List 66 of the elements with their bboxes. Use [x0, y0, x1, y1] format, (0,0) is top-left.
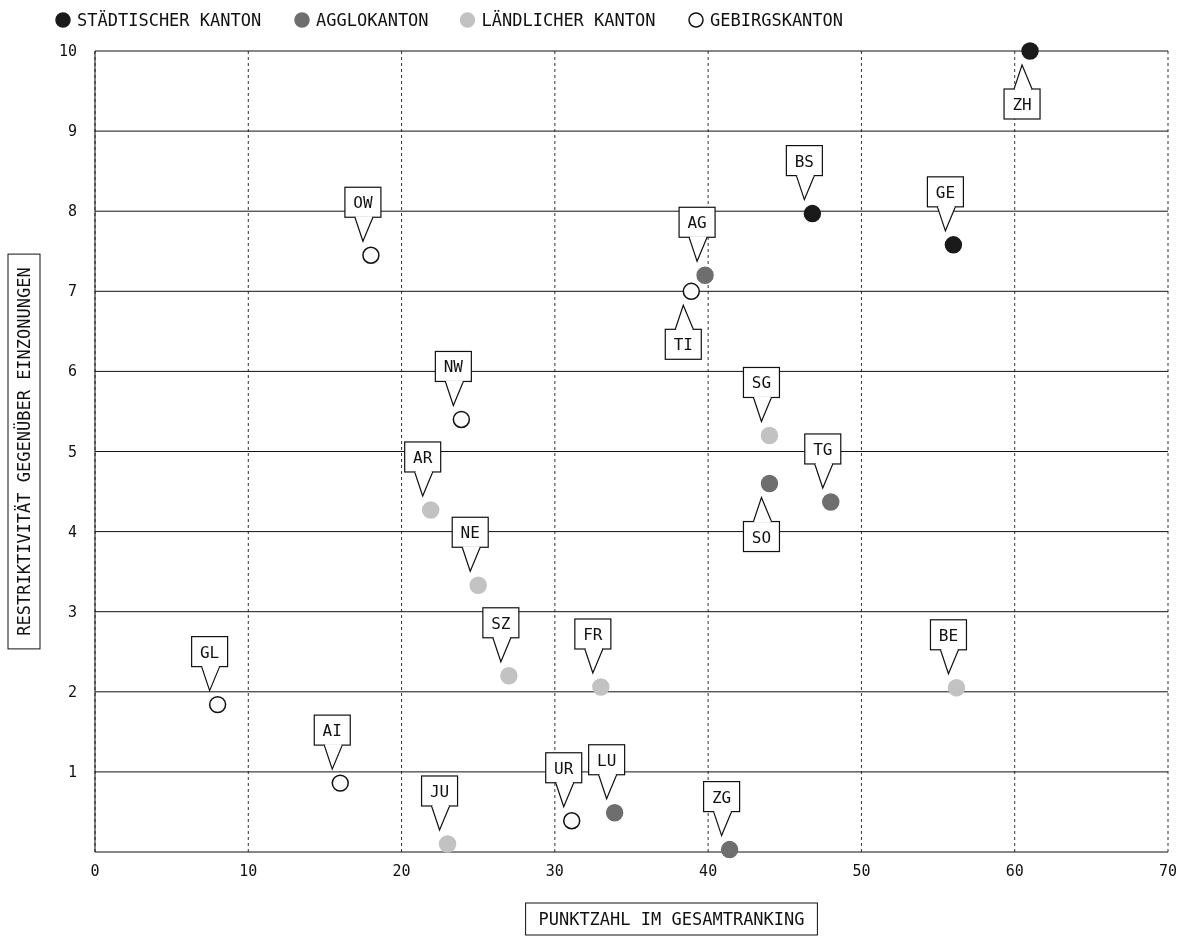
y-tick-label: 5 — [67, 442, 77, 461]
x-tick-label: 50 — [852, 862, 871, 880]
point — [562, 812, 581, 830]
annotation: AI — [322, 721, 342, 741]
point — [760, 474, 779, 493]
point — [822, 493, 840, 511]
point — [331, 774, 349, 792]
annotation: UR — [554, 758, 574, 778]
legend-label: LÄNDLICHER KANTON — [481, 10, 656, 30]
legend-label: AGGLOKANTON — [316, 10, 429, 30]
point — [592, 678, 610, 696]
x-tick-label: 60 — [1005, 862, 1024, 880]
point — [720, 840, 739, 859]
annotation: BE — [938, 625, 959, 645]
point — [803, 204, 822, 223]
y-tick-label: 10 — [58, 42, 77, 60]
annotation: GL — [200, 642, 220, 662]
point — [208, 695, 227, 714]
annotation: GE — [935, 182, 956, 202]
point — [947, 679, 966, 697]
y-tick-label: 3 — [67, 602, 77, 621]
annotation: OW — [353, 193, 373, 213]
point — [760, 426, 779, 445]
y-tick-label: 4 — [67, 522, 77, 541]
y-tick-label: 2 — [67, 682, 77, 701]
annotation: AG — [687, 213, 707, 233]
point — [1021, 42, 1039, 60]
point — [682, 282, 701, 301]
point — [500, 667, 518, 685]
point — [452, 410, 471, 429]
annotation: JU — [429, 781, 450, 801]
x-tick-label: 40 — [699, 862, 718, 880]
annotation: TG — [813, 439, 833, 459]
point — [944, 236, 963, 254]
point — [605, 804, 624, 822]
annotation: SZ — [491, 613, 511, 633]
annotation: TI — [673, 335, 693, 355]
annotation: SO — [751, 527, 772, 547]
point — [469, 576, 487, 594]
annotation: ZG — [711, 787, 732, 807]
legend-label: GEBIRGSKANTON — [710, 10, 844, 30]
annotation: NE — [460, 523, 480, 543]
annotation: ZH — [1012, 95, 1032, 114]
x-tick-label: 30 — [545, 862, 564, 880]
x-axis-title: PUNKTZAHL IM GESAMTRANKING — [538, 909, 805, 929]
annotation: AR — [413, 447, 433, 467]
annotation: LU — [597, 750, 617, 770]
point — [696, 266, 714, 284]
legend-label: STÄDTISCHER KANTON — [77, 10, 262, 30]
x-tick-label: 10 — [239, 862, 258, 880]
y-tick-label: 1 — [67, 762, 77, 781]
point — [362, 246, 380, 264]
x-tick-label: 70 — [1158, 862, 1178, 880]
x-tick-label: 0 — [90, 862, 100, 880]
annotation: FR — [583, 624, 603, 644]
y-tick-label: 7 — [67, 282, 77, 301]
point — [421, 501, 440, 519]
x-tick-label: 20 — [392, 862, 411, 880]
y-tick-label: 8 — [67, 202, 77, 221]
y-tick-label: 9 — [67, 122, 77, 141]
annotation: SG — [751, 373, 772, 393]
annotation: BS — [794, 151, 815, 171]
annotation: NW — [443, 357, 464, 377]
y-tick-label: 6 — [67, 362, 77, 381]
point — [438, 835, 457, 853]
y-axis-title: RESTRIKTIVITÄT GEGENÜBER EINZONUNGEN — [13, 267, 34, 636]
